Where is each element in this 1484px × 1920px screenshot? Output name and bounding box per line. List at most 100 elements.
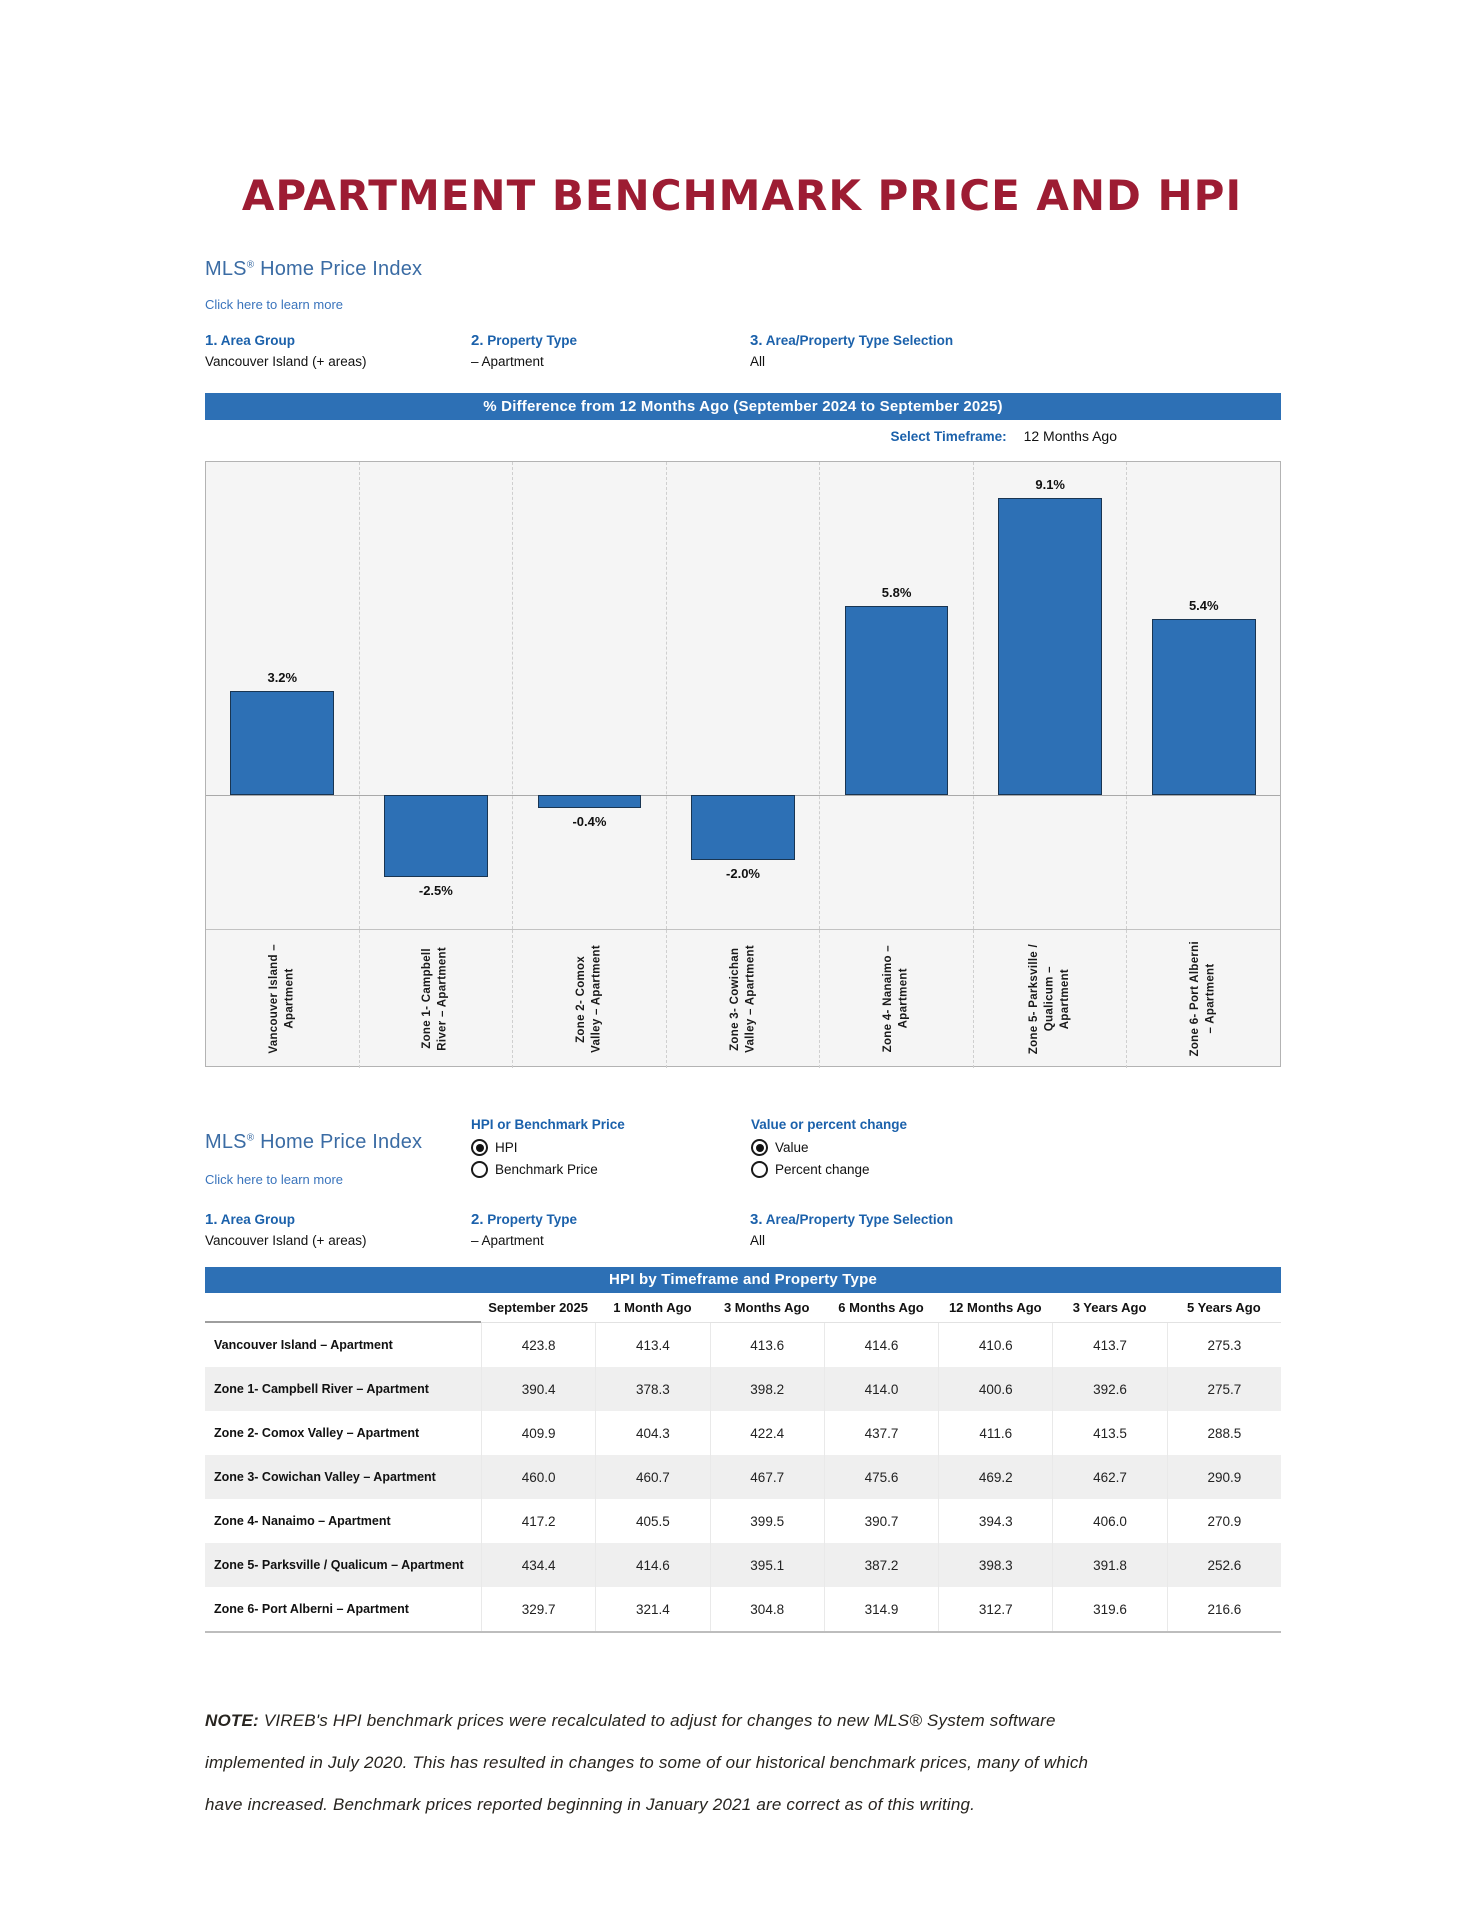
filter-value[interactable]: – Apartment (471, 354, 544, 369)
mls-brand: MLS (205, 1131, 247, 1153)
filter-group: 2. Property Type – Apartment (471, 332, 577, 369)
bar[interactable] (230, 690, 335, 796)
category-label: Zone 4- Nanaimo – Apartment (882, 945, 910, 1053)
value-cell: 275.3 (1166, 1323, 1281, 1367)
filter-group: 3. Area/Property Type Selection All (750, 1211, 953, 1248)
value-cell: 417.2 (481, 1499, 595, 1543)
radio-option[interactable]: Benchmark Price (471, 1161, 625, 1178)
filter-row-table: 1. Area Group Vancouver Island (+ areas) 2… (205, 1211, 1281, 1257)
learn-more-link-table[interactable]: Click here to learn more (205, 1172, 343, 1187)
filter-group: 3. Area/Property Type Selection All (750, 332, 953, 369)
category-cell: Vancouver Island – Apartment (206, 930, 359, 1068)
filter-label: 1. Area Group (205, 332, 296, 349)
radio-option[interactable]: Percent change (751, 1161, 907, 1178)
filter-value[interactable]: – Apartment (471, 1233, 544, 1248)
filter-number: 1. (205, 1211, 218, 1228)
value-cell: 469.2 (938, 1455, 1053, 1499)
value-cell: 414.0 (823, 1367, 939, 1411)
filter-value[interactable]: All (750, 1233, 766, 1248)
category-label: Zone 2- Comox Valley – Apartment (574, 945, 603, 1053)
radio-icon[interactable] (471, 1161, 488, 1178)
value-cell: 409.9 (481, 1411, 595, 1455)
value-cell: 411.6 (938, 1411, 1052, 1455)
mls-brand: MLS (205, 258, 247, 280)
value-cell: 319.6 (1052, 1587, 1166, 1631)
category-label: Zone 6- Port Alberni – Apartment (1189, 941, 1217, 1057)
value-cell: 460.7 (595, 1455, 710, 1499)
value-cell: 462.7 (1052, 1455, 1167, 1499)
table-banner: HPI by Timeframe and Property Type (205, 1267, 1281, 1293)
header-cell: 3 Years Ago (1052, 1293, 1167, 1323)
value-cell: 378.3 (595, 1367, 710, 1411)
radio-icon[interactable] (471, 1139, 488, 1156)
radio-group-label: Value or percent change (751, 1117, 908, 1132)
value-cell: 475.6 (823, 1455, 939, 1499)
header-cell: 5 Years Ago (1166, 1293, 1281, 1323)
value-cell: 252.6 (1166, 1543, 1281, 1587)
value-cell: 321.4 (595, 1587, 709, 1631)
radio-icon[interactable] (751, 1139, 768, 1156)
bar-value-label: 9.1% (1035, 476, 1065, 492)
value-cell: 422.4 (709, 1411, 824, 1455)
filter-label: 2. Property Type (471, 332, 578, 349)
chart-column: -0.4% (512, 462, 666, 929)
bar[interactable] (1151, 618, 1256, 796)
row-label: Zone 6- Port Alberni – Apartment (214, 1602, 409, 1616)
value-cell: 216.6 (1166, 1587, 1281, 1631)
category-cell: Zone 6- Port Alberni – Apartment (1126, 930, 1280, 1068)
filter-number: 3. (750, 332, 763, 349)
category-cell: Zone 4- Nanaimo – Apartment (819, 930, 973, 1068)
value-cell: 414.6 (595, 1543, 710, 1587)
value-cell: 390.4 (481, 1367, 596, 1411)
header-cell: 1 Month Ago (595, 1293, 710, 1323)
value-cell: 423.8 (481, 1323, 595, 1367)
mls-heading-rest: Home Price Index (254, 1131, 423, 1153)
timeframe-row: Select Timeframe: 12 Months Ago (205, 428, 1281, 444)
value-cell: 394.3 (938, 1499, 1052, 1543)
radio-option[interactable]: Value (751, 1139, 907, 1156)
filter-label: 3. Area/Property Type Selection (750, 332, 954, 349)
filter-group: 2. Property Type – Apartment (471, 1211, 577, 1248)
chart-column: -2.0% (665, 462, 820, 929)
category-cell: Zone 2- Comox Valley – Apartment (512, 930, 666, 1068)
bar[interactable] (383, 795, 488, 877)
category-label: Zone 1- Campbell River – Apartment (421, 947, 449, 1051)
filter-value[interactable]: All (750, 354, 766, 369)
bar-value-label: -2.0% (726, 866, 760, 882)
filter-value[interactable]: Vancouver Island (+ areas) (205, 1233, 367, 1248)
bar[interactable] (844, 605, 949, 796)
value-cell: 398.2 (709, 1367, 824, 1411)
table-corner (205, 1293, 481, 1323)
footnote-line: NOTE: VIREB's HPI benchmark prices were … (205, 1711, 1056, 1730)
value-cell: 290.9 (1166, 1455, 1281, 1499)
chart-column: 5.4% (1126, 462, 1280, 929)
filter-value[interactable]: Vancouver Island (+ areas) (205, 354, 367, 369)
chart-category-axis: Vancouver Island – Apartment Zone 1- Camp… (206, 929, 1280, 1068)
bar[interactable] (691, 795, 795, 861)
category-cell: Zone 1- Campbell River – Apartment (358, 930, 513, 1068)
row-label: Zone 3- Cowichan Valley – Apartment (205, 1455, 481, 1499)
bar[interactable] (537, 795, 642, 809)
radio-option-label: Value (775, 1140, 809, 1155)
footnote-line: implemented in July 2020. This has resul… (205, 1753, 1089, 1772)
learn-more-link-chart[interactable]: Click here to learn more (205, 297, 343, 312)
radio-icon[interactable] (751, 1161, 768, 1178)
value-cell: 275.7 (1166, 1367, 1281, 1411)
mls-heading-chart: MLS® Home Price Index (205, 258, 422, 281)
value-cell: 414.6 (823, 1323, 938, 1367)
value-cell: 329.7 (481, 1587, 595, 1631)
category-cell: Zone 3- Cowichan Valley – Apartment (665, 930, 820, 1068)
chart-column: 3.2% (206, 462, 359, 929)
page-title: APARTMENT BENCHMARK PRICE AND HPI (241, 171, 1243, 221)
filter-group: 1. Area Group Vancouver Island (+ areas) (205, 1211, 366, 1248)
value-cell: 460.0 (481, 1455, 596, 1499)
radio-option[interactable]: HPI (471, 1139, 625, 1156)
value-cell: 391.8 (1052, 1543, 1167, 1587)
timeframe-value[interactable]: 12 Months Ago (1023, 428, 1117, 444)
value-cell: 304.8 (709, 1587, 824, 1631)
radio-group-value-or-percent: Value or percent change Value Percent chan… (751, 1117, 907, 1178)
bar[interactable] (998, 497, 1103, 796)
header-cell: 6 Months Ago (823, 1293, 939, 1323)
chart-column: 5.8% (819, 462, 973, 929)
